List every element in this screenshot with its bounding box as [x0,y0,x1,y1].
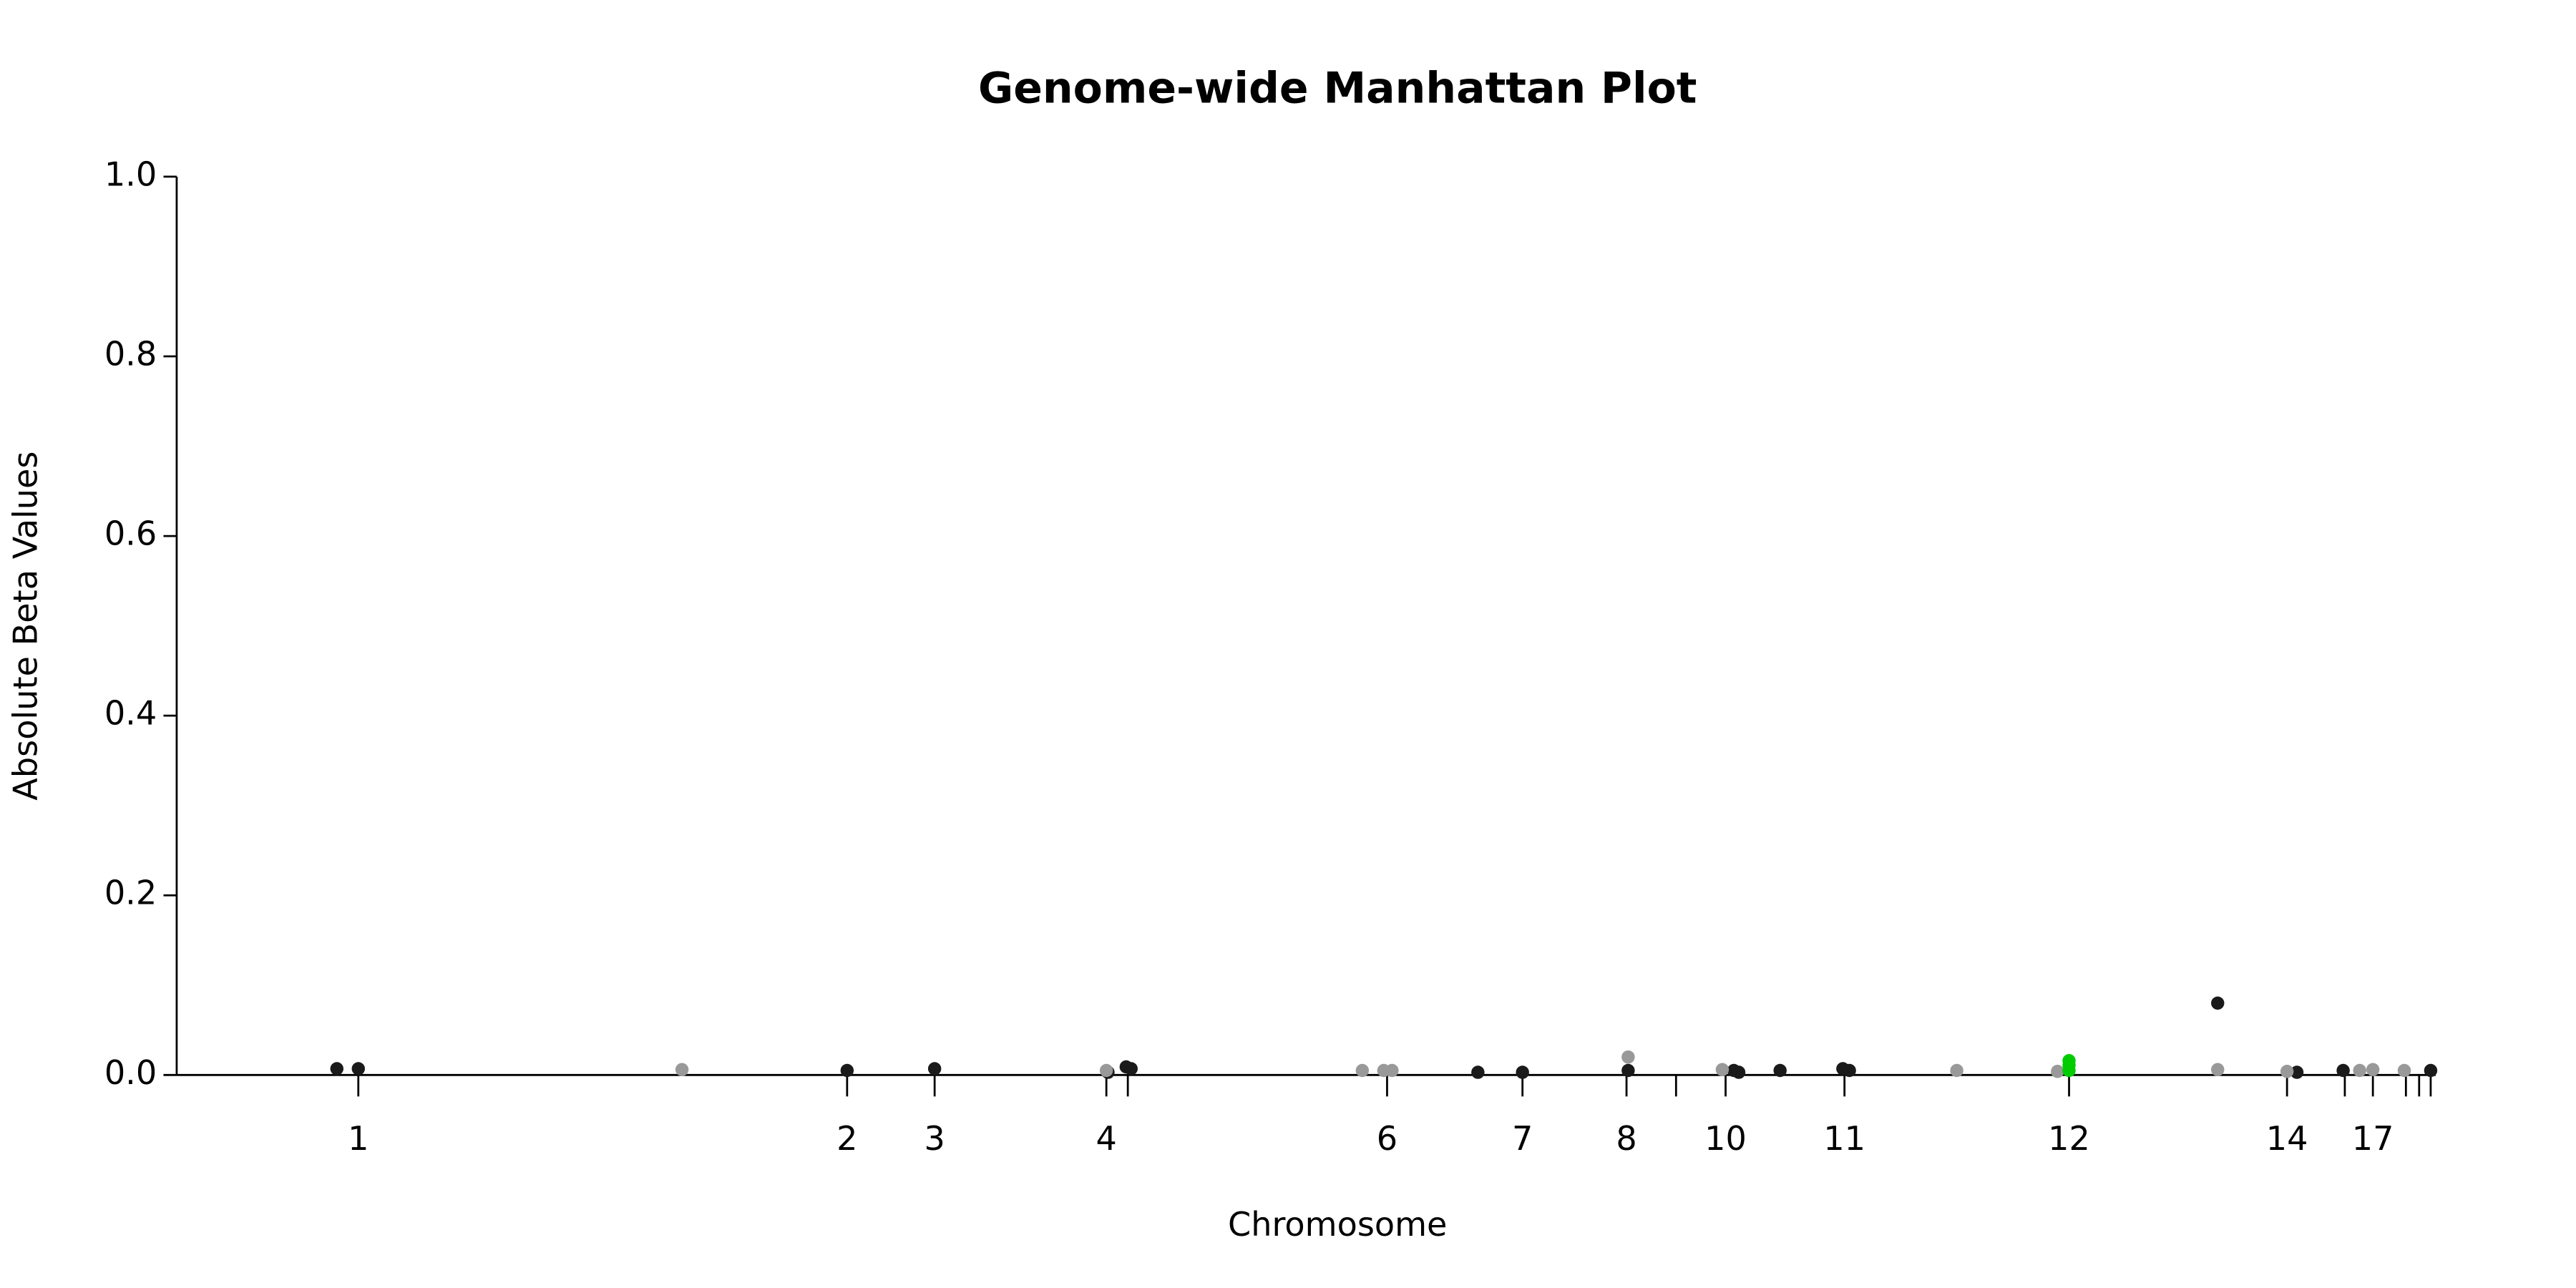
data-point [1843,1063,1856,1078]
data-point [675,1063,689,1077]
x-tick-label: 6 [1377,1119,1397,1158]
data-point [1516,1065,1529,1079]
data-point [1099,1063,1113,1078]
data-point [1732,1065,1746,1079]
data-point [1950,1063,1963,1078]
data-point [1385,1063,1399,1078]
data-point [2424,1063,2438,1078]
data-point [2336,1063,2350,1078]
data-point [1773,1063,1787,1078]
x-tick-label: 1 [348,1119,369,1158]
data-point [2051,1065,2064,1078]
data-point [351,1062,365,1075]
x-tick-label: 7 [1512,1119,1533,1158]
x-tick-label: 4 [1096,1119,1116,1158]
x-tick-label: 10 [1704,1119,1747,1158]
data-point [2062,1063,2076,1078]
data-point [2366,1063,2380,1077]
data-point [1621,1063,1635,1078]
data-point [1124,1062,1138,1075]
x-tick-label: 11 [1823,1119,1865,1158]
data-point [2280,1065,2294,1078]
y-tick-label: 1.0 [104,155,157,193]
data-point [2353,1063,2366,1078]
chart-title: Genome-wide Manhattan Plot [978,64,1697,114]
y-tick-label: 0.6 [104,514,157,553]
y-axis-label: Absolute Beta Values [6,452,45,801]
data-point [2397,1063,2411,1078]
x-tick-label: 2 [836,1119,857,1158]
data-point [1355,1063,1370,1078]
data-point [1715,1063,1729,1077]
y-tick-label: 0.0 [104,1053,157,1092]
data-point [1471,1065,1485,1079]
data-point [927,1062,942,1075]
data-point [1621,1050,1635,1064]
data-point [330,1062,343,1075]
x-tick-label: 17 [2352,1119,2394,1158]
y-tick-label: 0.2 [104,874,157,912]
y-tick-label: 0.4 [104,694,157,733]
x-tick-label: 12 [2048,1119,2090,1158]
x-tick-label: 14 [2266,1119,2308,1158]
x-tick-label: 3 [924,1119,945,1158]
x-axis-label: Chromosome [1228,1205,1447,1244]
data-point [840,1063,854,1078]
data-point [2211,996,2225,1010]
y-tick-label: 0.8 [104,335,157,374]
x-tick-label: 8 [1616,1119,1636,1158]
data-point [2211,1063,2225,1077]
data-point [2290,1065,2304,1079]
